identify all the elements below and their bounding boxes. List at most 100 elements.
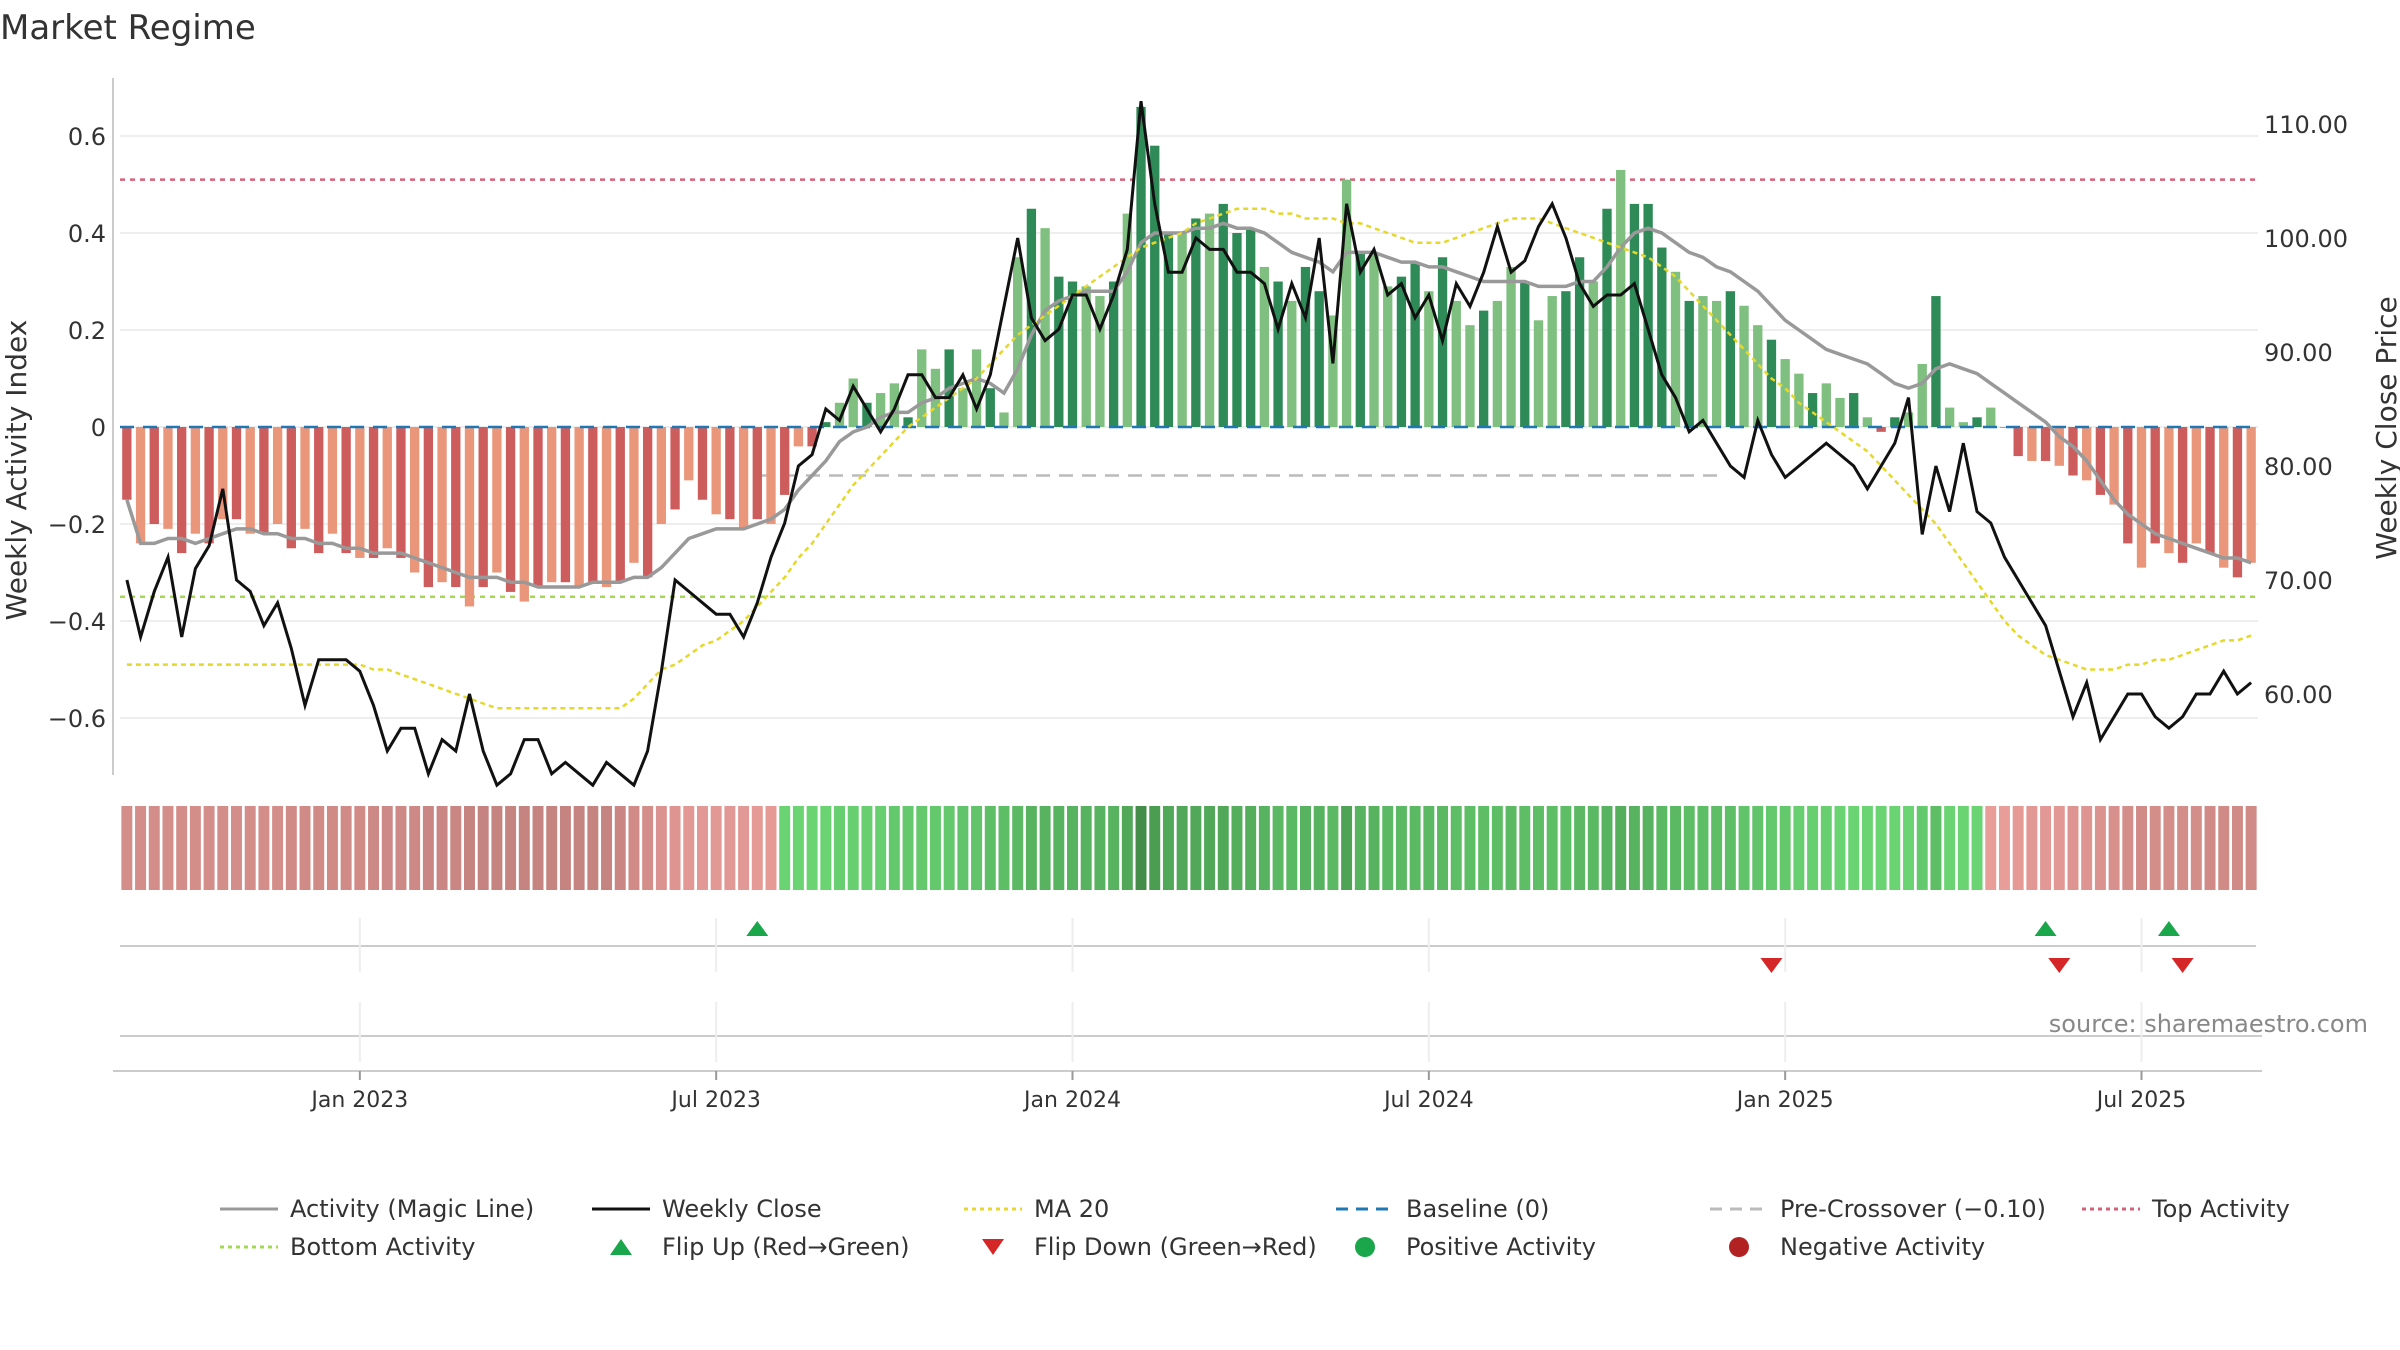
regime-strip-cell	[875, 806, 887, 890]
regime-strip-cell	[1697, 806, 1709, 890]
activity-bar	[451, 427, 461, 588]
dot-icon	[1355, 1237, 1375, 1257]
activity-bar	[2150, 427, 2160, 544]
regime-strip-cell	[176, 806, 188, 890]
regime-strip-cell	[642, 806, 654, 890]
activity-bar	[2191, 427, 2201, 544]
x-tick-label: Jul 2023	[669, 1088, 761, 1113]
activity-bar	[1054, 276, 1064, 427]
activity-bar	[1739, 305, 1749, 427]
activity-bar	[1246, 228, 1256, 427]
regime-strip-cell	[1135, 806, 1147, 890]
activity-bar	[985, 388, 995, 427]
activity-bar	[1684, 300, 1694, 427]
activity-bar	[396, 427, 406, 558]
activity-bar	[437, 427, 447, 583]
activity-bar	[2068, 427, 2078, 476]
activity-bar	[821, 422, 831, 427]
regime-strip-cell	[148, 806, 160, 890]
y-tick-label: −0.6	[48, 705, 106, 733]
reference-lines	[120, 178, 2258, 598]
regime-strip-cell	[1094, 806, 1106, 890]
activity-bar	[533, 427, 543, 588]
regime-strip-cell	[601, 806, 613, 890]
activity-bar	[1204, 213, 1215, 427]
activity-bar	[190, 427, 201, 534]
activity-bar	[1355, 252, 1365, 427]
activity-bar	[560, 427, 571, 583]
activity-bar	[122, 427, 132, 500]
activity-bar	[1807, 393, 1818, 427]
legend-symbol	[220, 1245, 278, 1249]
legend-symbol	[1336, 1207, 1394, 1211]
regime-strip-cell	[1944, 806, 1956, 890]
activity-bar	[300, 427, 310, 529]
activity-bar	[1300, 266, 1311, 427]
activity-bar	[2136, 427, 2147, 568]
activity-bar	[1986, 407, 1996, 427]
activity-bar	[204, 427, 214, 544]
regime-strip-cell	[1793, 806, 1805, 890]
activity-bar	[410, 427, 420, 573]
regime-strip-cell	[683, 806, 695, 890]
activity-bar	[1095, 296, 1105, 427]
activity-bar	[1588, 281, 1598, 427]
legend-label: Flip Up (Red→Green)	[662, 1233, 910, 1261]
activity-bar	[1547, 296, 1557, 427]
activity-bar	[1849, 393, 1859, 427]
x-tick-labels: Jan 2023 Jul 2023 Jan 2024 Jul 2024 Jan 2025…	[309, 1088, 2186, 1113]
activity-bar	[684, 427, 694, 481]
legend-item: Activity (Magic Line)	[220, 1195, 534, 1223]
flip-down-marker	[1760, 958, 1783, 973]
activity-bar	[629, 427, 639, 563]
activity-bar	[848, 378, 858, 427]
activity-bar	[1629, 203, 1640, 427]
regime-strip-cell	[2026, 806, 2038, 890]
activity-bar	[1533, 320, 1544, 427]
y-tick-label: −0.4	[48, 608, 106, 636]
activity-bar	[1698, 296, 1708, 427]
regime-strip-cell	[1711, 806, 1723, 890]
regime-strip-cell	[2053, 806, 2065, 890]
activity-bar	[2123, 427, 2133, 544]
activity-bar	[314, 427, 324, 554]
dot-icon	[1729, 1237, 1749, 1257]
activity-bar	[2205, 427, 2215, 554]
legend-symbol	[1355, 1237, 1375, 1257]
x-tick-label: Jul 2025	[2095, 1088, 2187, 1113]
regime-strip-cell	[1327, 806, 1339, 890]
regime-strip-cell	[1848, 806, 1860, 890]
regime-strip-cell	[628, 806, 640, 890]
regime-strip-cell	[2245, 806, 2257, 890]
regime-strip-cell	[1683, 806, 1695, 890]
activity-bar	[2040, 427, 2051, 461]
regime-strip-cell	[1505, 806, 1517, 890]
legend-label: Positive Activity	[1406, 1233, 1596, 1261]
regime-strip-cell	[573, 806, 585, 890]
legend-symbol	[982, 1239, 1004, 1255]
regime-strip-cell	[1025, 806, 1037, 890]
regime-strip-cell	[505, 806, 517, 890]
activity-bar	[834, 402, 845, 427]
regime-strip-cell	[724, 806, 736, 890]
regime-strip-cell	[409, 806, 421, 890]
regime-strip-cell	[1491, 806, 1503, 890]
activity-bar	[1218, 203, 1228, 427]
regime-strip-cell	[1752, 806, 1764, 890]
regime-strip-cell	[847, 806, 859, 890]
activity-bar	[2013, 427, 2023, 457]
regime-strip-cell	[614, 806, 626, 890]
regime-strip-cell	[1300, 806, 1311, 890]
regime-strip-cell	[1889, 806, 1901, 890]
regime-strip-cell	[1053, 806, 1065, 890]
x-tick-label: Jan 2023	[309, 1088, 408, 1113]
regime-strip-cell	[2012, 806, 2024, 890]
activity-bar	[1191, 218, 1201, 427]
activity-bar	[423, 427, 434, 588]
activity-bar	[752, 427, 762, 520]
activity-bar	[1067, 281, 1078, 427]
regime-strip-cell	[477, 806, 489, 890]
regime-strip-cell	[244, 806, 256, 890]
activity-bar	[1040, 228, 1050, 427]
